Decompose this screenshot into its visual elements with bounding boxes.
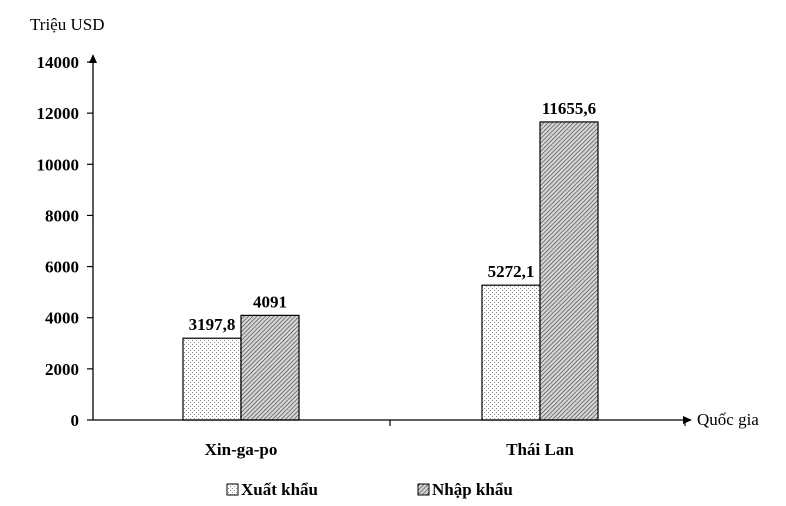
y-tick-label: 6000 bbox=[45, 258, 79, 277]
x-tick-label: Thái Lan bbox=[506, 440, 574, 459]
legend-label-export: Xuất khẩu bbox=[241, 480, 318, 499]
legend: Xuất khẩu Nhập khẩu bbox=[226, 480, 513, 499]
x-tick-label: Xin-ga-po bbox=[205, 440, 278, 459]
legend-swatch-export bbox=[226, 483, 239, 496]
y-tick-label: 2000 bbox=[45, 360, 79, 379]
legend-label-import: Nhập khẩu bbox=[432, 480, 513, 499]
bar-export-singapore bbox=[182, 337, 242, 421]
y-tick-label: 4000 bbox=[45, 309, 79, 328]
bar-export-thailand bbox=[481, 284, 541, 421]
x-axis-title: Quốc gia bbox=[697, 410, 759, 429]
y-tick-label: 10000 bbox=[37, 155, 80, 174]
data-label: 4091 bbox=[253, 292, 287, 311]
bar-import-singapore bbox=[240, 314, 300, 421]
y-tick-label: 8000 bbox=[45, 206, 79, 225]
y-tick-label: 14000 bbox=[37, 53, 80, 72]
bars bbox=[182, 121, 599, 421]
y-tick-label: 12000 bbox=[37, 104, 80, 123]
y-axis-title: Triệu USD bbox=[30, 15, 104, 34]
value-labels: 3197,8 4091 5272,1 11655,6 bbox=[189, 99, 597, 334]
legend-swatch-import bbox=[417, 483, 430, 496]
x-axis-ticks: Xin-ga-po Thái Lan bbox=[205, 420, 686, 459]
data-label: 5272,1 bbox=[488, 262, 535, 281]
y-axis-ticks: 0 2000 4000 6000 8000 10000 12000 14000 bbox=[37, 53, 93, 430]
data-label: 3197,8 bbox=[189, 315, 236, 334]
y-tick-label: 0 bbox=[71, 411, 80, 430]
bar-import-thailand bbox=[539, 121, 599, 421]
data-label: 11655,6 bbox=[542, 99, 596, 118]
